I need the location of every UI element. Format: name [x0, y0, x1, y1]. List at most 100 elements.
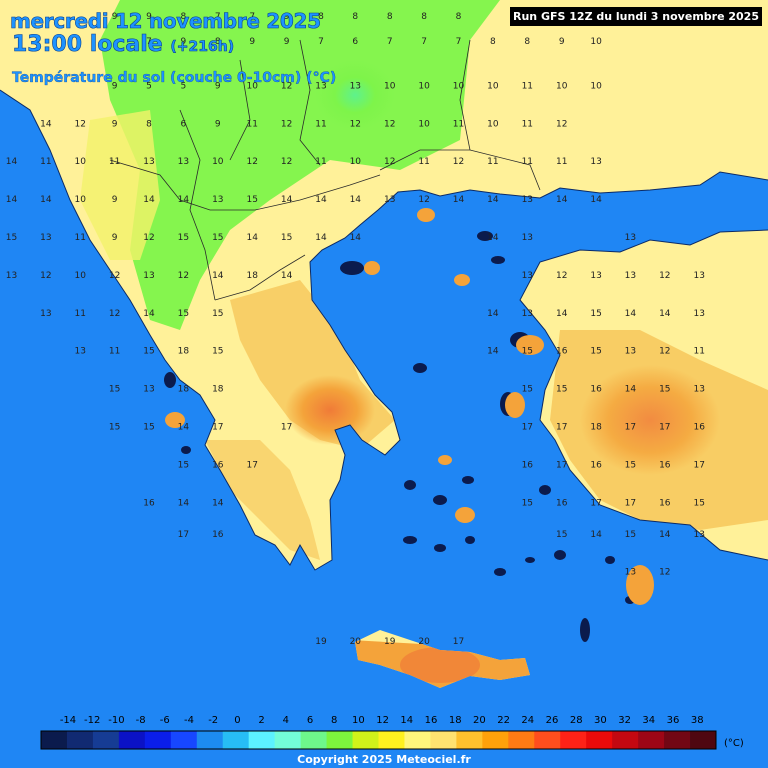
grid-value: 15 [178, 233, 189, 243]
legend-tick-label: 4 [283, 715, 289, 726]
legend-swatch [274, 731, 302, 749]
grid-value: 16 [659, 460, 671, 470]
grid-value: 15 [212, 233, 223, 243]
grid-value: 8 [524, 37, 530, 47]
grid-value: 9 [112, 81, 118, 91]
grid-value: 12 [281, 157, 292, 167]
grid-value: 15 [246, 195, 257, 205]
grid-value: 14 [178, 423, 190, 433]
legend-tick-label: 10 [352, 715, 365, 726]
legend-tick-label: 36 [667, 715, 680, 726]
grid-value: 12 [350, 119, 361, 129]
grid-value: 17 [693, 460, 704, 470]
legend-swatch [430, 731, 457, 749]
grid-value: 12 [109, 271, 120, 281]
grid-value: 10 [487, 119, 499, 129]
legend-tick-label: 26 [546, 715, 559, 726]
grid-value: 15 [6, 233, 17, 243]
legend-tick-label: 16 [425, 715, 438, 726]
grid-value: 17 [625, 498, 636, 508]
grid-value: 11 [418, 157, 429, 167]
grid-value: 14 [556, 309, 568, 319]
legend-swatch [300, 731, 327, 749]
grid-value: 15 [590, 309, 601, 319]
grid-value: 11 [315, 157, 326, 167]
legend-tick-label: -2 [208, 715, 218, 726]
grid-value: 15 [556, 385, 567, 395]
grid-value: 13 [693, 309, 704, 319]
legend-swatch [222, 731, 250, 749]
grid-value: 11 [556, 157, 567, 167]
grid-value: 12 [384, 157, 395, 167]
grid-value: 9 [559, 37, 565, 47]
grid-value: 14 [315, 233, 327, 243]
grid-value: 14 [487, 195, 499, 205]
grid-value: 12 [384, 119, 395, 129]
grid-value: 13 [40, 233, 51, 243]
grid-value: 9 [284, 37, 290, 47]
grid-value: 11 [487, 157, 498, 167]
grid-value: 10 [74, 195, 86, 205]
legend-swatch [638, 731, 665, 749]
legend-swatch [196, 731, 224, 749]
grid-value: 17 [212, 423, 223, 433]
grid-value: 15 [625, 460, 636, 470]
grid-value: 13 [384, 195, 395, 205]
forecast-lead-time: (+216h) [170, 39, 235, 56]
grid-value: 13 [625, 568, 636, 578]
grid-value: 17 [246, 460, 257, 470]
grid-value: 13 [625, 271, 636, 281]
grid-value: 9 [112, 119, 118, 129]
grid-value: 13 [315, 81, 326, 91]
grid-value: 13 [74, 347, 85, 357]
legend-tick-label: 0 [234, 715, 240, 726]
grid-value: 8 [490, 37, 496, 47]
grid-value: 19 [384, 637, 396, 647]
grid-value: 10 [418, 119, 430, 129]
grid-value: 15 [109, 423, 120, 433]
legend-tick-label: 22 [497, 715, 510, 726]
grid-value: 11 [246, 119, 257, 129]
legend-tick-label: 24 [521, 715, 534, 726]
grid-value: 7 [421, 37, 427, 47]
grid-value: 14 [453, 195, 465, 205]
grid-value: 17 [281, 423, 292, 433]
grid-value: 9 [112, 195, 118, 205]
grid-value: 15 [178, 460, 189, 470]
grid-value: 14 [350, 195, 362, 205]
run-info-badge: Run GFS 12Z du lundi 3 novembre 2025 [510, 7, 762, 26]
grid-value: 6 [352, 37, 358, 47]
legend-swatch [404, 731, 431, 749]
grid-value: 14 [40, 195, 52, 205]
warm-islands [165, 208, 654, 605]
grid-value: 16 [143, 498, 155, 508]
grid-value: 14 [143, 309, 155, 319]
legend-tick-label: -8 [136, 715, 146, 726]
legend-swatch [118, 731, 146, 749]
grid-value: 13 [522, 233, 533, 243]
grid-value: 9 [181, 37, 187, 47]
grid-value: 16 [659, 498, 671, 508]
grid-value: 15 [590, 347, 601, 357]
legend-tick-label: 8 [331, 715, 337, 726]
legend-tick-label: 38 [691, 715, 704, 726]
grid-value: 19 [315, 637, 327, 647]
legend-swatch [664, 731, 691, 749]
forecast-time-label: 13:00 locale [12, 32, 163, 58]
grid-value: 10 [590, 37, 602, 47]
country-borders [109, 39, 541, 301]
grid-value: 13 [693, 530, 704, 540]
grid-value: 20 [418, 637, 430, 647]
grid-value: 13 [625, 233, 636, 243]
grid-value: 13 [178, 157, 189, 167]
grid-value: 16 [590, 385, 602, 395]
grid-value: 13 [143, 271, 154, 281]
grid-value: 8 [456, 12, 462, 22]
forecast-time: 13:00 locale (+216h) [12, 32, 235, 58]
grid-value: 14 [556, 195, 568, 205]
parameter-title: Température du sol (couche 0-10cm) (°C) [12, 70, 337, 86]
legend-tick-label: 2 [258, 715, 264, 726]
grid-value: 14 [487, 233, 499, 243]
grid-value: 8 [146, 119, 152, 129]
